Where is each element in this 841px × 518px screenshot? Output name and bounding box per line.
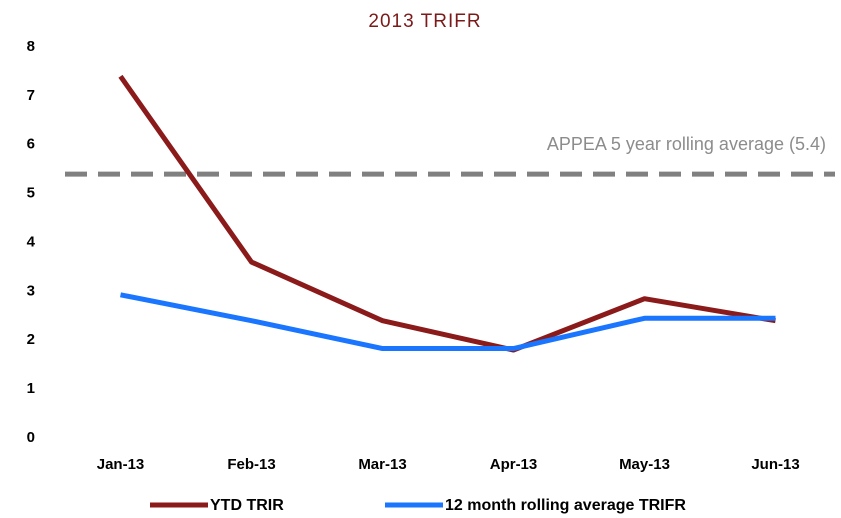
y-tick-label: 0: [27, 429, 35, 446]
y-tick-label: 4: [27, 233, 36, 250]
x-tick-label: Feb-13: [227, 456, 275, 473]
legend-label: YTD TRIR: [210, 497, 284, 514]
x-tick-label: Mar-13: [358, 456, 406, 473]
x-tick-label: Apr-13: [490, 456, 538, 473]
y-tick-label: 3: [27, 282, 35, 299]
x-tick-label: Jan-13: [97, 456, 145, 473]
reference-label: APPEA 5 year rolling average (5.4): [547, 134, 826, 154]
series-line: [120, 292, 776, 352]
x-tick-label: May-13: [619, 456, 670, 473]
series-line: [118, 74, 776, 353]
y-tick-label: 2: [27, 331, 35, 348]
chart-title: 2013 TRIFR: [368, 11, 481, 32]
y-tick-label: 8: [27, 38, 35, 55]
legend-label: 12 month rolling average TRIFR: [445, 497, 686, 514]
y-tick-label: 1: [27, 380, 35, 397]
y-tick-label: 7: [27, 87, 35, 104]
x-tick-label: Jun-13: [751, 456, 799, 473]
y-tick-label: 5: [27, 185, 35, 202]
y-tick-label: 6: [27, 136, 35, 153]
